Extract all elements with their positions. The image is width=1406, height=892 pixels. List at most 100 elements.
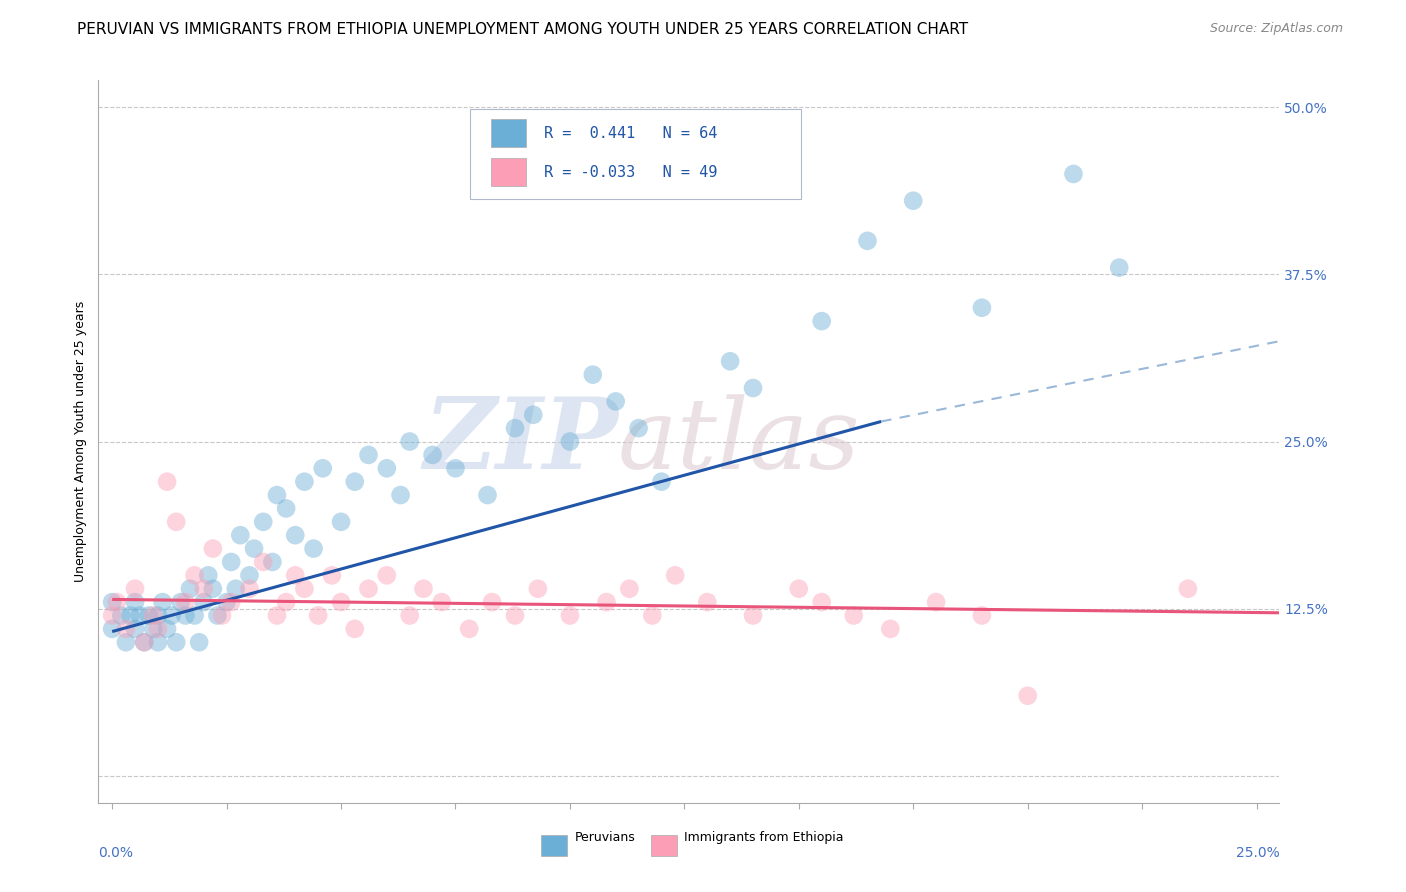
Point bbox=[266, 488, 288, 502]
Point bbox=[879, 622, 901, 636]
Point bbox=[229, 528, 252, 542]
Point bbox=[412, 582, 434, 596]
Point bbox=[115, 622, 138, 636]
Text: PERUVIAN VS IMMIGRANTS FROM ETHIOPIA UNEMPLOYMENT AMONG YOUTH UNDER 25 YEARS COR: PERUVIAN VS IMMIGRANTS FROM ETHIOPIA UNE… bbox=[77, 22, 969, 37]
Point bbox=[582, 368, 605, 382]
Point bbox=[197, 568, 219, 582]
Point bbox=[481, 595, 503, 609]
Point bbox=[458, 622, 481, 636]
Point bbox=[105, 595, 128, 609]
FancyBboxPatch shape bbox=[491, 119, 526, 147]
Point bbox=[128, 608, 150, 623]
Point bbox=[146, 608, 169, 623]
Point bbox=[252, 555, 274, 569]
Point bbox=[903, 194, 925, 208]
Point bbox=[558, 608, 581, 623]
Point bbox=[627, 421, 650, 435]
Point bbox=[527, 582, 550, 596]
Point bbox=[321, 568, 343, 582]
Point bbox=[650, 475, 672, 489]
Point bbox=[211, 608, 233, 623]
Point bbox=[243, 541, 266, 556]
Point bbox=[146, 622, 169, 636]
Point bbox=[174, 608, 197, 623]
Point bbox=[1017, 689, 1039, 703]
Point bbox=[375, 568, 398, 582]
Point bbox=[134, 635, 156, 649]
Point bbox=[238, 582, 260, 596]
Point bbox=[595, 595, 617, 609]
Point bbox=[330, 595, 353, 609]
Point bbox=[134, 635, 156, 649]
Point bbox=[810, 595, 832, 609]
Point bbox=[138, 608, 160, 623]
Point bbox=[522, 408, 544, 422]
Point bbox=[201, 582, 224, 596]
Point bbox=[1108, 260, 1130, 275]
Point bbox=[156, 622, 179, 636]
Point bbox=[619, 582, 641, 596]
Point bbox=[120, 608, 142, 623]
Point bbox=[1062, 167, 1084, 181]
Point bbox=[152, 595, 174, 609]
Text: Peruvians: Peruvians bbox=[575, 831, 636, 844]
Point bbox=[970, 608, 993, 623]
Point bbox=[193, 595, 215, 609]
FancyBboxPatch shape bbox=[651, 835, 678, 855]
Point bbox=[664, 568, 686, 582]
Point bbox=[252, 515, 274, 529]
Text: atlas: atlas bbox=[619, 394, 860, 489]
Point bbox=[170, 595, 193, 609]
Point bbox=[343, 622, 366, 636]
Point bbox=[193, 582, 215, 596]
FancyBboxPatch shape bbox=[471, 109, 801, 200]
Point bbox=[165, 635, 187, 649]
Point bbox=[174, 595, 197, 609]
FancyBboxPatch shape bbox=[491, 158, 526, 186]
Point bbox=[389, 488, 412, 502]
Point bbox=[357, 448, 380, 462]
Point bbox=[160, 608, 183, 623]
Point bbox=[274, 595, 297, 609]
Point bbox=[183, 608, 205, 623]
Point bbox=[925, 595, 948, 609]
Point bbox=[284, 528, 307, 542]
Point bbox=[398, 434, 420, 449]
Point bbox=[262, 555, 284, 569]
Point bbox=[179, 582, 201, 596]
Point bbox=[142, 622, 165, 636]
Point bbox=[156, 475, 179, 489]
Point bbox=[375, 461, 398, 475]
Point bbox=[101, 622, 124, 636]
Point bbox=[312, 461, 335, 475]
Point bbox=[742, 381, 765, 395]
Point bbox=[430, 595, 453, 609]
Point bbox=[1177, 582, 1199, 596]
Point bbox=[188, 635, 211, 649]
Point bbox=[124, 582, 146, 596]
FancyBboxPatch shape bbox=[541, 835, 567, 855]
Point bbox=[215, 595, 238, 609]
Point bbox=[422, 448, 444, 462]
Point bbox=[842, 608, 865, 623]
Point bbox=[343, 475, 366, 489]
Point bbox=[302, 541, 325, 556]
Point bbox=[207, 608, 229, 623]
Text: R = -0.033   N = 49: R = -0.033 N = 49 bbox=[544, 164, 717, 179]
Point bbox=[101, 595, 124, 609]
Point bbox=[219, 555, 242, 569]
Point bbox=[266, 608, 288, 623]
Point bbox=[503, 608, 526, 623]
Point bbox=[101, 608, 124, 623]
Text: 0.0%: 0.0% bbox=[98, 847, 134, 860]
Point bbox=[294, 582, 316, 596]
Point bbox=[124, 595, 146, 609]
Point bbox=[201, 541, 224, 556]
Text: R =  0.441   N = 64: R = 0.441 N = 64 bbox=[544, 126, 717, 141]
Point bbox=[142, 608, 165, 623]
Point bbox=[503, 421, 526, 435]
Point bbox=[970, 301, 993, 315]
Point bbox=[330, 515, 353, 529]
Point bbox=[605, 394, 627, 409]
Point bbox=[274, 501, 297, 516]
